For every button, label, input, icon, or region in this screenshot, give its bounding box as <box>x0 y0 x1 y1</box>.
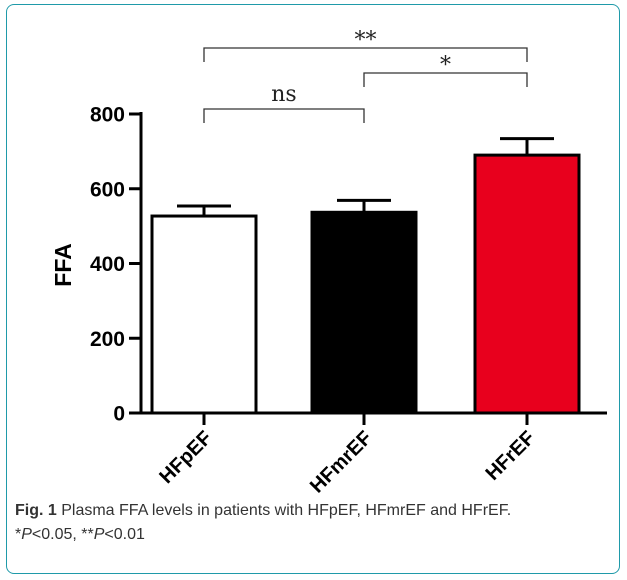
sig-bracket-0 <box>203 108 365 123</box>
x-tick-label-HFmrEF: HFmrEF <box>306 427 377 495</box>
y-tick-label-4: 800 <box>90 104 125 127</box>
bars <box>150 137 581 415</box>
sig-label-2: ** <box>355 28 377 53</box>
y-tick-label-0: 0 <box>113 403 125 426</box>
y-tick-label-1: 200 <box>90 328 125 351</box>
figure-caption: Fig. 1 Plasma FFA levels in patients wit… <box>15 499 611 547</box>
x-tick-label-HFpEF: HFpEF <box>155 427 216 488</box>
bar-HFpEF <box>150 214 258 415</box>
y-tick-label-3: 600 <box>90 178 125 201</box>
sig-bracket-1 <box>363 72 528 87</box>
caption-p2-val: <0.01 <box>104 526 145 543</box>
caption-p1-var: P <box>21 526 32 543</box>
bar-HFrEF <box>473 153 581 415</box>
figure-panel: 0 200 400 600 800 HFpEF HFmrEF HFrEF ns * ** FFA … <box>6 4 620 574</box>
significance-brackets: ns*** <box>203 28 528 123</box>
caption-text: Plasma FFA levels in patients with HFpEF… <box>56 502 512 519</box>
caption-p1-val: <0.05, <box>31 526 82 543</box>
sig-bracket-2 <box>203 47 528 62</box>
caption-p1-star: * <box>15 526 22 543</box>
caption-p2-star: ** <box>81 526 94 543</box>
caption-fig-label: Fig. 1 <box>15 502 57 519</box>
x-tick-label-HFrEF: HFrEF <box>482 427 540 485</box>
sig-label-0: ns <box>271 82 296 107</box>
y-tick-label-2: 400 <box>90 253 125 276</box>
bar-HFmrEF <box>310 210 418 415</box>
sig-label-1: * <box>440 53 451 78</box>
y-axis-label: FFA <box>50 243 76 286</box>
caption-p2-var: P <box>93 526 105 543</box>
